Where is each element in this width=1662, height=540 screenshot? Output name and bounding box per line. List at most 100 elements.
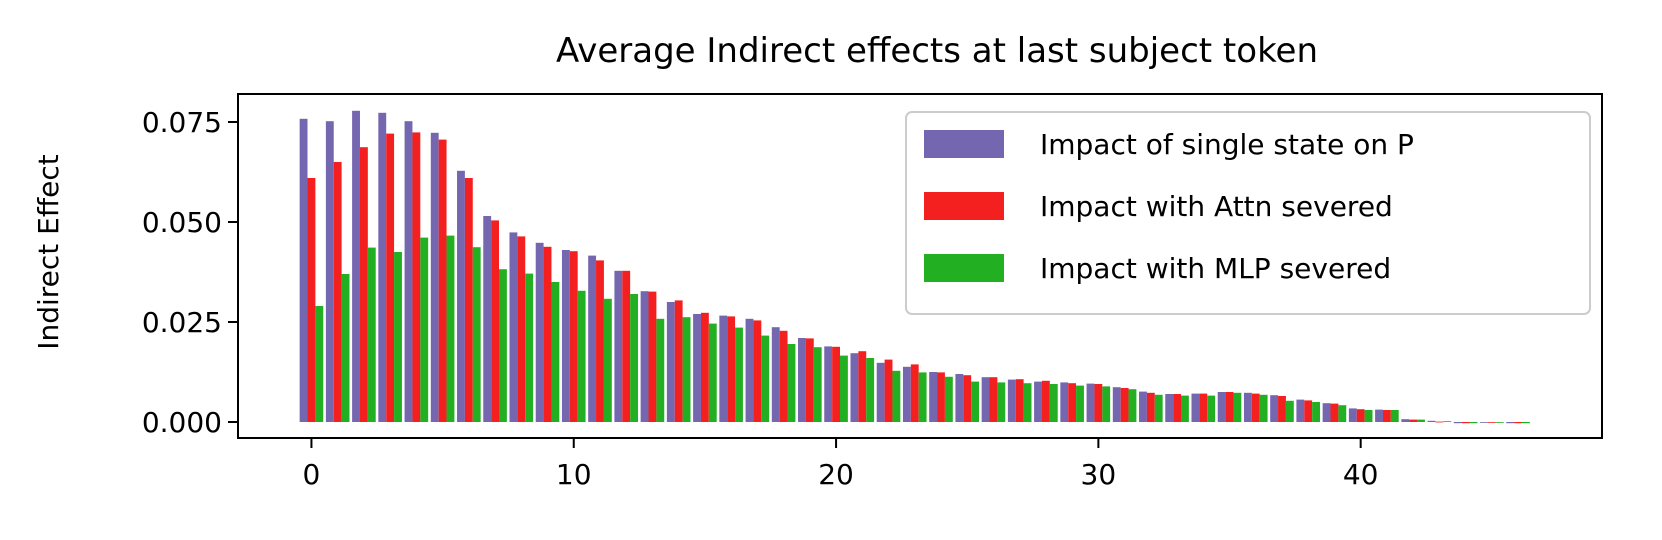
bar <box>761 335 770 422</box>
bar <box>944 376 953 422</box>
bar <box>1015 379 1024 422</box>
bar <box>805 338 814 422</box>
bar <box>1487 422 1496 423</box>
bar <box>1128 389 1137 422</box>
y-tick-label: 0.050 <box>142 206 222 239</box>
bar <box>1076 385 1084 422</box>
bar <box>1506 422 1515 424</box>
bar <box>622 270 631 422</box>
bar <box>648 291 657 422</box>
bar <box>735 327 743 422</box>
bar <box>779 330 788 422</box>
bar <box>596 260 604 422</box>
y-axis-ticks: 0.000 0.025 0.050 0.075 <box>142 106 238 439</box>
bar <box>1207 395 1216 422</box>
legend-box <box>905 111 1591 315</box>
legend-swatch <box>924 192 1004 220</box>
legend-label: Impact with Attn severed <box>1040 190 1393 223</box>
x-tick-label: 0 <box>303 458 321 491</box>
legend-swatch <box>924 254 1004 282</box>
bar <box>656 318 665 422</box>
bar <box>561 250 570 422</box>
bar <box>1007 379 1016 422</box>
bar <box>727 316 736 422</box>
bar <box>798 338 806 422</box>
plot-area-frame <box>237 93 1603 439</box>
bar <box>603 298 612 422</box>
x-tick-label: 40 <box>1343 458 1379 491</box>
bar <box>1181 395 1189 422</box>
bar <box>1522 422 1530 424</box>
bar <box>902 366 911 422</box>
bar <box>937 372 945 422</box>
x-tick-label: 30 <box>1081 458 1117 491</box>
x-axis-ticks: 0 10 20 30 40 <box>303 438 1379 491</box>
legend: Impact of single state on P Impact with A… <box>905 111 1591 315</box>
bar <box>299 118 308 423</box>
bar <box>1023 383 1032 422</box>
bar <box>543 246 552 422</box>
bar <box>1364 410 1373 422</box>
x-tick-label: 20 <box>818 458 854 491</box>
bar <box>341 274 350 422</box>
bar <box>1461 422 1470 424</box>
bar <box>430 132 439 423</box>
y-tick-label: 0.025 <box>142 306 222 339</box>
legend-label: Impact with MLP severed <box>1040 252 1391 285</box>
bar <box>1146 392 1155 422</box>
bar <box>1469 422 1478 424</box>
bar <box>963 375 972 422</box>
bar <box>464 178 473 422</box>
bar <box>971 381 980 422</box>
bar <box>1068 383 1077 422</box>
bar <box>929 372 938 422</box>
bar <box>1338 405 1347 422</box>
bar <box>491 220 499 422</box>
bar <box>1270 395 1279 422</box>
bar <box>858 351 867 422</box>
bar <box>884 359 893 422</box>
bar <box>981 377 990 422</box>
bar <box>1191 393 1200 422</box>
bar <box>359 147 368 422</box>
bar <box>1094 384 1103 422</box>
bar <box>517 236 526 422</box>
bar <box>1251 393 1260 422</box>
bar <box>1514 422 1522 424</box>
bar <box>472 247 481 422</box>
bar <box>1296 399 1305 422</box>
bar <box>1285 400 1294 422</box>
bar <box>1217 392 1226 422</box>
bar <box>412 132 421 422</box>
legend-label: Impact of single state on P <box>1040 128 1414 161</box>
bar <box>892 370 901 422</box>
bar <box>840 355 848 422</box>
bar <box>753 320 762 422</box>
legend-swatch <box>924 130 1004 158</box>
bar <box>630 294 639 422</box>
bar <box>955 374 964 422</box>
bar <box>1304 400 1313 422</box>
bar <box>771 327 780 422</box>
bar <box>1382 410 1391 422</box>
bar <box>352 110 360 423</box>
bar <box>535 242 544 422</box>
bar <box>1225 392 1234 422</box>
bar <box>614 270 623 422</box>
bar <box>918 372 927 422</box>
bar <box>1060 382 1069 422</box>
bar <box>1041 380 1050 422</box>
bar <box>787 344 796 422</box>
bar <box>824 346 833 422</box>
bar <box>1443 421 1452 422</box>
bar <box>1330 403 1339 422</box>
bar <box>325 121 334 422</box>
bar <box>1409 419 1418 422</box>
bar <box>483 216 492 422</box>
bar <box>708 323 717 422</box>
bar <box>674 300 683 422</box>
bar <box>315 306 324 422</box>
y-tick-label: 0.075 <box>142 106 222 139</box>
bar <box>1173 394 1181 422</box>
